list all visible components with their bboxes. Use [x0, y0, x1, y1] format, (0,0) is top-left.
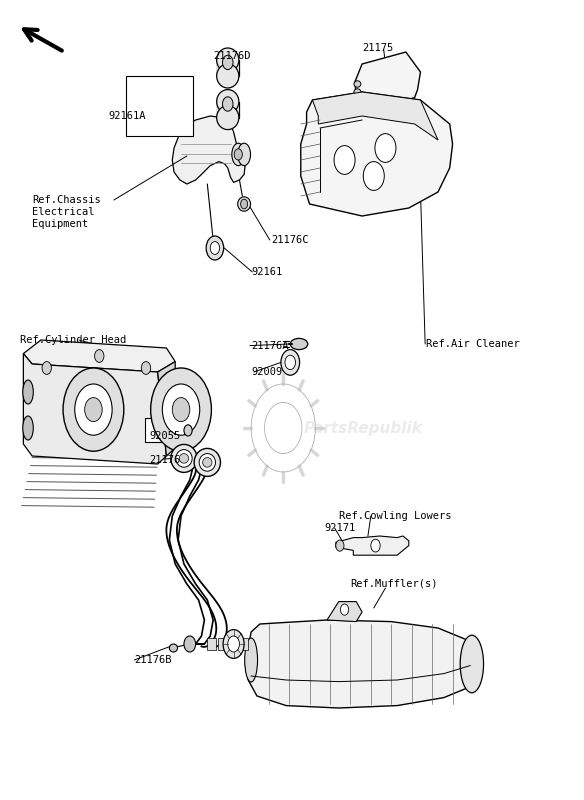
Polygon shape: [355, 52, 420, 110]
Bar: [145, 418, 189, 442]
Circle shape: [85, 398, 102, 422]
Ellipse shape: [238, 197, 251, 211]
Ellipse shape: [217, 106, 239, 130]
Text: 92161A: 92161A: [108, 111, 145, 121]
Circle shape: [95, 350, 104, 362]
Polygon shape: [327, 602, 362, 622]
Text: 92161: 92161: [251, 267, 283, 277]
Circle shape: [210, 242, 220, 254]
Bar: [217, 60, 239, 76]
Circle shape: [336, 540, 344, 551]
Polygon shape: [158, 362, 175, 456]
Circle shape: [172, 398, 190, 422]
Ellipse shape: [199, 454, 215, 471]
Circle shape: [375, 134, 396, 162]
Ellipse shape: [23, 416, 33, 440]
Circle shape: [42, 362, 51, 374]
Text: 21176: 21176: [149, 455, 180, 465]
Circle shape: [234, 149, 242, 160]
Bar: [207, 638, 216, 650]
Ellipse shape: [238, 143, 251, 166]
Circle shape: [334, 146, 355, 174]
Polygon shape: [23, 340, 175, 372]
Ellipse shape: [194, 448, 220, 477]
Polygon shape: [301, 92, 453, 216]
Text: Ref.Muffler(s): Ref.Muffler(s): [350, 579, 438, 589]
Ellipse shape: [217, 48, 239, 72]
Circle shape: [206, 236, 224, 260]
Text: 92055: 92055: [149, 431, 180, 441]
Bar: [126, 76, 193, 136]
Text: 21176D: 21176D: [213, 51, 251, 61]
Circle shape: [285, 355, 296, 370]
Ellipse shape: [217, 64, 239, 88]
Circle shape: [151, 368, 211, 451]
Polygon shape: [312, 92, 438, 140]
Text: PartsRepublik: PartsRepublik: [304, 421, 423, 435]
Ellipse shape: [217, 90, 239, 114]
Text: 21176C: 21176C: [272, 235, 309, 245]
Text: 21176A: 21176A: [251, 341, 288, 350]
Polygon shape: [336, 536, 409, 555]
Ellipse shape: [460, 635, 484, 693]
Circle shape: [340, 604, 349, 615]
Text: 92171: 92171: [324, 523, 356, 533]
Circle shape: [141, 362, 151, 374]
Ellipse shape: [354, 89, 361, 95]
Circle shape: [363, 162, 384, 190]
Ellipse shape: [354, 81, 361, 87]
Ellipse shape: [169, 644, 178, 652]
Circle shape: [162, 384, 200, 435]
Circle shape: [223, 55, 233, 70]
Ellipse shape: [290, 338, 308, 350]
Bar: [217, 102, 239, 118]
Text: Ref.Air Cleaner: Ref.Air Cleaner: [426, 339, 520, 349]
Text: 21176B: 21176B: [134, 655, 172, 665]
Circle shape: [371, 539, 380, 552]
Circle shape: [281, 350, 300, 375]
Text: Ref.Cylinder Head: Ref.Cylinder Head: [20, 335, 127, 345]
Ellipse shape: [354, 97, 361, 103]
Circle shape: [223, 630, 244, 658]
Circle shape: [223, 97, 233, 111]
Polygon shape: [245, 620, 473, 708]
Bar: [239, 638, 248, 650]
Ellipse shape: [171, 445, 197, 472]
Circle shape: [63, 368, 124, 451]
Circle shape: [241, 199, 248, 209]
Circle shape: [184, 425, 192, 436]
Ellipse shape: [232, 143, 245, 166]
Bar: [218, 638, 227, 650]
Text: Ref.Chassis
Electrical
Equipment: Ref.Chassis Electrical Equipment: [32, 195, 101, 229]
Polygon shape: [23, 354, 166, 464]
Text: Ref.Cowling Lowers: Ref.Cowling Lowers: [339, 511, 451, 521]
Ellipse shape: [23, 380, 33, 404]
Polygon shape: [172, 116, 245, 184]
Circle shape: [75, 384, 112, 435]
Ellipse shape: [203, 458, 212, 467]
Ellipse shape: [176, 450, 192, 467]
Circle shape: [184, 636, 196, 652]
Text: 21175: 21175: [362, 43, 394, 53]
Text: 92009: 92009: [251, 367, 283, 377]
Ellipse shape: [179, 454, 189, 463]
Ellipse shape: [245, 638, 258, 682]
Circle shape: [228, 636, 239, 652]
Bar: [228, 638, 237, 650]
